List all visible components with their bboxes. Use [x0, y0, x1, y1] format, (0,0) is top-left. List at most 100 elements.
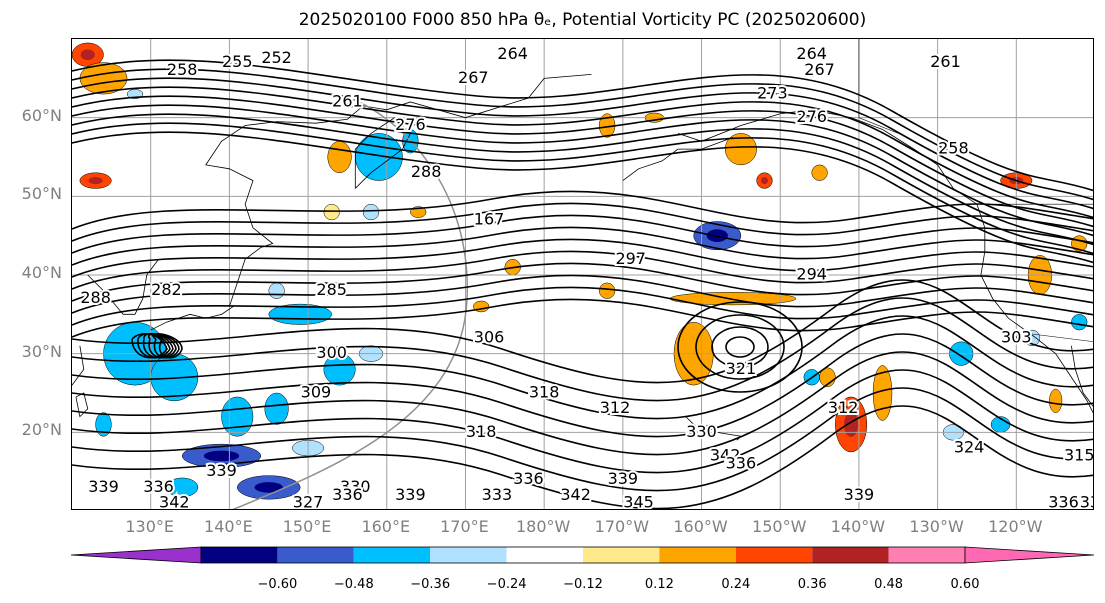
contour-label: 318	[529, 383, 560, 402]
colorbar-segment	[430, 547, 507, 563]
longitude-label: 160°E	[361, 517, 411, 536]
contour-label: 333	[482, 485, 513, 504]
longitude-label: 140°E	[204, 517, 253, 536]
border-line	[858, 39, 899, 134]
contour-closed-high	[725, 336, 755, 358]
longitude-label: 150°E	[282, 517, 332, 536]
contour-label: 324	[954, 438, 985, 457]
contour-closed-high	[711, 326, 769, 368]
pv-patch	[166, 477, 199, 498]
pv-patch-core	[843, 412, 859, 437]
pv-patch	[811, 164, 828, 181]
latitude-label: 30°N	[21, 341, 62, 361]
contour-label: 336	[1048, 493, 1079, 510]
longitude-label: 130°E	[125, 517, 175, 536]
colorbar-segment	[353, 547, 431, 563]
contour-line	[72, 262, 1093, 302]
contour-label: 267	[804, 60, 835, 79]
latitude-label: 20°N	[21, 420, 62, 440]
contour-line	[72, 131, 1093, 264]
colorbar-segment	[888, 547, 965, 563]
pv-patch	[221, 396, 254, 437]
contour-line	[72, 369, 1093, 474]
pv-patch	[1049, 388, 1063, 413]
pv-patch	[323, 203, 340, 221]
contour-line	[72, 279, 1093, 384]
longitude-label: 150°W	[752, 517, 807, 536]
pv-patch	[362, 203, 380, 221]
contour-label: 318	[466, 422, 497, 441]
contour-closed-high	[695, 314, 785, 380]
colorbar-segment	[659, 547, 736, 563]
contour-label: 273	[757, 84, 788, 103]
contour-label: 330	[686, 422, 717, 441]
colorbar-tick-label: 0.36	[797, 577, 827, 592]
contour-label: 297	[615, 249, 646, 268]
contour-label: 264	[497, 44, 528, 63]
contour-line	[72, 351, 1093, 456]
contour-label: 294	[796, 265, 827, 284]
contour-line	[72, 113, 1093, 246]
contour-label: 339	[88, 477, 119, 496]
contour-label: 267	[458, 68, 489, 87]
longitude-label: 160°W	[673, 517, 728, 536]
contour-label: 306	[474, 327, 505, 346]
colorbar-segment	[201, 547, 278, 563]
colorbar-extend-high	[964, 546, 1095, 564]
contour-line	[72, 190, 1093, 230]
contour-label: 339	[844, 485, 875, 504]
contour-label: 252	[261, 48, 292, 67]
contour-closed-low	[147, 333, 177, 359]
colorbar-segment	[812, 547, 889, 563]
longitude-label: 130°W	[909, 517, 964, 536]
contour-label: 342	[560, 485, 591, 504]
pv-patch-core	[88, 177, 103, 185]
contour-label: 330	[340, 477, 371, 496]
contour-label: 312	[828, 398, 859, 417]
contour-line	[72, 238, 1093, 278]
contour-closed-high	[677, 301, 803, 393]
longitude-label: 120°W	[988, 517, 1043, 536]
contour-line	[72, 68, 1093, 201]
contour-label: 339	[395, 485, 426, 504]
contour-line	[72, 405, 1093, 509]
contour-label: 258	[938, 139, 969, 158]
contour-line	[72, 315, 1093, 420]
longitude-label: 140°W	[830, 517, 886, 536]
pv-patch-core	[760, 177, 769, 185]
longitude-label: 170°E	[440, 517, 489, 536]
colorbar-tick-label: −0.48	[333, 577, 374, 592]
colorbar-tick-label: −0.24	[486, 577, 527, 592]
colorbar-tick-label: 0.24	[721, 577, 751, 592]
contour-line	[72, 226, 1093, 266]
contour-label: 339	[1080, 493, 1094, 510]
contour-line	[72, 202, 1093, 242]
pv-patch	[1071, 314, 1088, 331]
longitude-label: 180°W	[515, 517, 571, 536]
contour-label: 264	[796, 44, 827, 63]
contour-label: 285	[316, 280, 347, 299]
pv-patch-core	[254, 482, 283, 493]
colorbar-tick-label: 0.48	[874, 577, 904, 592]
colorbar-segment	[735, 547, 813, 563]
contour-line	[72, 250, 1093, 290]
coastline	[622, 136, 734, 181]
contour-label: 321	[726, 359, 757, 378]
contour-label: 345	[623, 493, 654, 510]
colorbar-segment	[277, 547, 354, 563]
contour-label: 167	[474, 209, 505, 228]
contour-label: 342	[159, 493, 190, 510]
contour-line	[72, 387, 1093, 492]
contour-label: 336	[513, 469, 544, 488]
colorbar-tick-label: −0.36	[410, 577, 451, 592]
colorbar-tick-label: −0.12	[563, 577, 603, 592]
colorbar-tick-label: 0.60	[950, 577, 980, 592]
latitude-label: 50°N	[21, 184, 62, 204]
contour-label: 276	[796, 107, 827, 126]
domain-boundary-arc	[232, 98, 468, 509]
contour-label: 261	[930, 52, 961, 71]
contour-label: 342	[710, 445, 741, 464]
pv-patch	[598, 282, 616, 299]
contour-label: 255	[222, 52, 253, 71]
contour-label: 336	[726, 453, 757, 472]
